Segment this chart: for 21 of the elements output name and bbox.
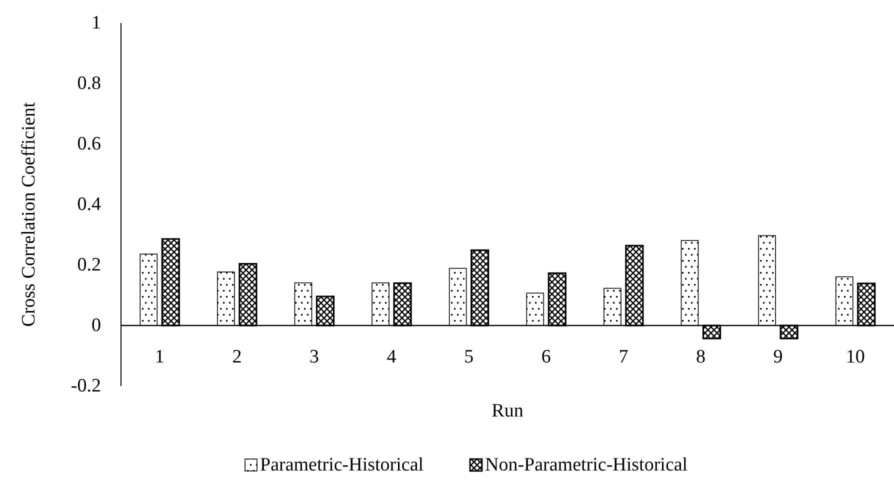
y-tick-label: 0.6 (77, 134, 101, 154)
x-tick-label: 8 (696, 346, 706, 368)
x-tick-label: 2 (232, 346, 242, 368)
y-tick-label: -0.2 (70, 376, 101, 396)
y-axis-title: Cross Correlation Coefficient (18, 102, 40, 327)
x-tick-label: 1 (154, 346, 164, 368)
y-tick-label: 0.4 (77, 194, 102, 215)
y-tick-label: 1 (92, 12, 101, 34)
x-axis-title: Run (492, 400, 524, 422)
y-tick-label: 0.8 (77, 73, 101, 94)
x-tick-label: 4 (386, 346, 397, 368)
x-tick-label: 9 (773, 346, 783, 368)
legend-label: Parametric-Historical (260, 454, 424, 476)
x-tick-label: 7 (618, 346, 628, 368)
x-tick-label: 10 (846, 346, 865, 368)
y-tick-label: 0.2 (77, 254, 101, 276)
y-tick-label: 0 (92, 315, 101, 336)
x-tick-label: 5 (464, 346, 474, 368)
legend-label: Non-Parametric-Historical (485, 454, 688, 476)
x-tick-label: 6 (541, 346, 551, 368)
x-tick-label: 3 (310, 346, 319, 368)
